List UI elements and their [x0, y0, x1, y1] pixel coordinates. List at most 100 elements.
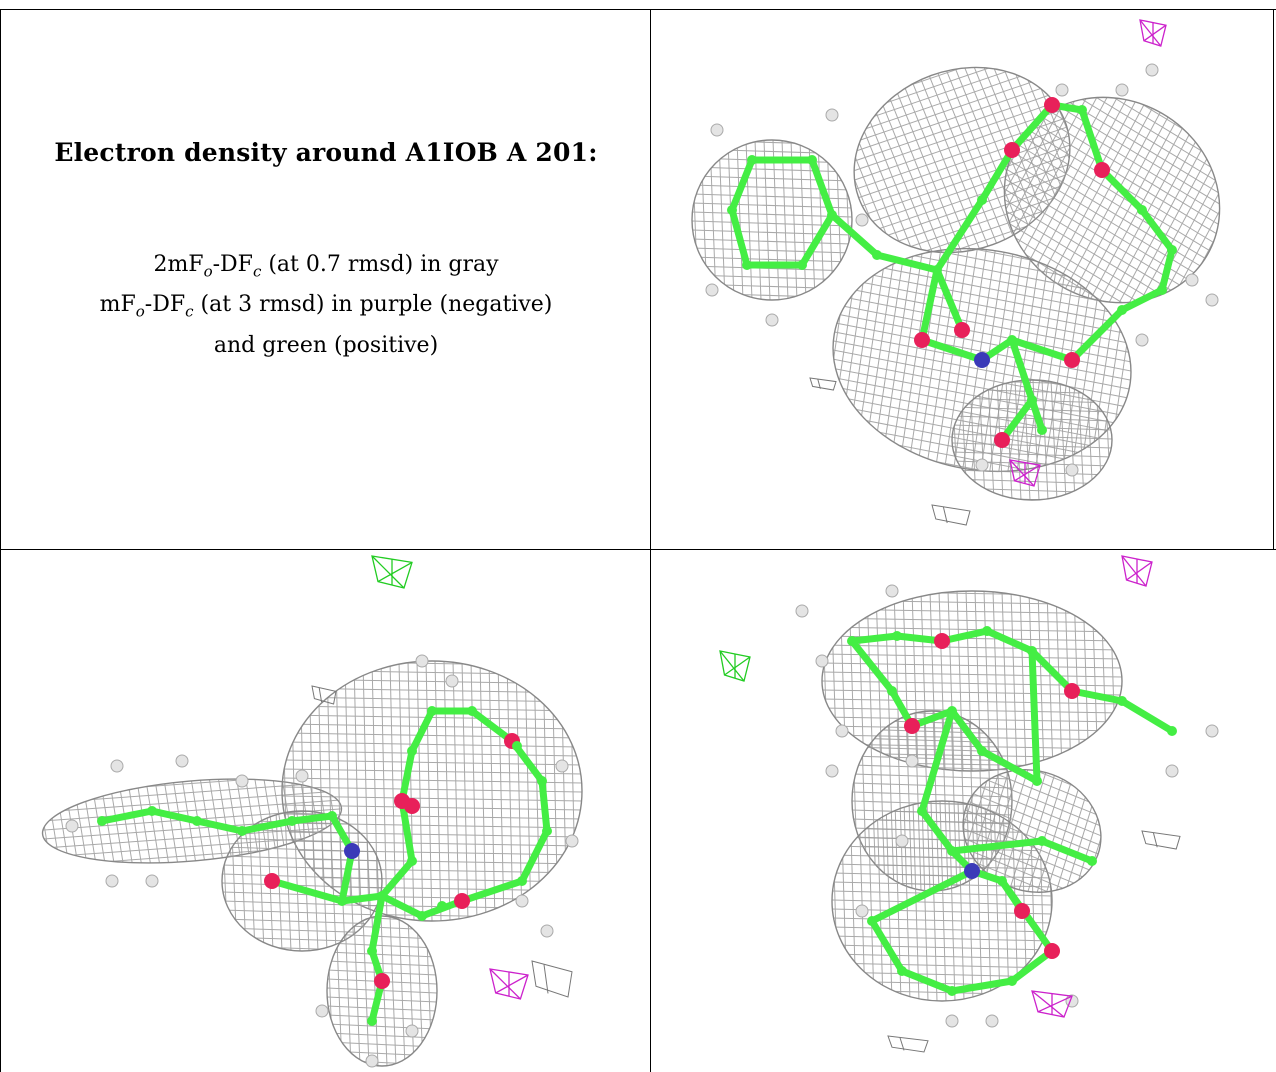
carbon-atom	[982, 626, 992, 636]
carbon-atom	[932, 265, 942, 275]
oxygen-atom	[904, 718, 920, 734]
density-mesh-blob	[326, 915, 438, 1067]
oxygen-atom	[454, 893, 470, 909]
oxygen-atom	[1094, 162, 1110, 178]
carbon-atom	[917, 806, 927, 816]
bond-network	[98, 707, 551, 1025]
carbon-atom	[537, 776, 547, 786]
hydrogen-atom	[315, 1004, 329, 1018]
view-top-right	[691, 19, 1256, 526]
caption-cell: Electron density around A1IOB A 201: 2mF…	[2, 10, 650, 546]
grid-top-border	[0, 9, 1276, 10]
hydrogen-atom	[1055, 83, 1069, 97]
carbon-atom	[867, 916, 877, 926]
oxygen-atom	[404, 798, 420, 814]
carbon-atom	[977, 746, 987, 756]
carbon-atom	[947, 706, 957, 716]
oxygen-atom	[1064, 352, 1080, 368]
carbon-atom	[1032, 776, 1042, 786]
hydrogen-atom	[445, 674, 459, 688]
caption-line-fo: mFo-DFc (at 3 rmsd) in purple (negative)	[99, 292, 553, 321]
nitrogen-atom	[974, 352, 990, 368]
carbon-atom	[377, 891, 387, 901]
carbon-atom	[872, 250, 882, 260]
carbon-atom	[1027, 646, 1037, 656]
hydrogen-atom	[405, 1024, 419, 1038]
carbon-atom	[727, 205, 737, 215]
hydrogen-atom	[235, 774, 249, 788]
hydrogen-atom	[1205, 724, 1219, 738]
hydrogen-atom	[65, 819, 79, 833]
hydrogen-atom	[555, 759, 569, 773]
hydrogen-atom	[515, 894, 529, 908]
oxygen-atom	[1064, 683, 1080, 699]
carbon-atom	[467, 706, 477, 716]
density-fragment	[1141, 830, 1181, 850]
hydrogen-atom	[365, 1054, 379, 1068]
hydrogen-atom	[905, 754, 919, 768]
oxygen-atom	[1004, 142, 1020, 158]
carbon-atom	[1007, 335, 1017, 345]
density-fragment	[931, 504, 971, 526]
carbon-atom	[747, 155, 757, 165]
hydrogen-atom	[110, 759, 124, 773]
hydrogen-atom	[855, 904, 869, 918]
hydrogen-atom	[815, 654, 829, 668]
carbon-atom	[892, 631, 902, 641]
grid-center-divider	[650, 9, 651, 1072]
carbon-atom	[947, 986, 957, 996]
hydrogen-atom	[795, 604, 809, 618]
negative-density-mesh	[1139, 19, 1167, 47]
carbon-atom	[807, 155, 817, 165]
view-bottom-right	[719, 555, 1219, 1053]
carbon-atom	[827, 210, 837, 220]
carbon-atom	[1117, 696, 1127, 706]
carbon-atom	[947, 846, 957, 856]
carbon-atom	[237, 826, 247, 836]
carbon-atom	[147, 806, 157, 816]
oxygen-atom	[1014, 903, 1030, 919]
carbon-atom	[192, 816, 202, 826]
positive-density-mesh	[719, 650, 751, 682]
caption-line-2fo: 2mFo-DFc (at 0.7 rmsd) in gray	[153, 252, 499, 281]
hydrogen-atom	[710, 123, 724, 137]
hydrogen-atom	[895, 834, 909, 848]
carbon-atom	[887, 686, 897, 696]
carbon-atom	[1037, 425, 1047, 435]
hydrogen-atom	[295, 769, 309, 783]
carbon-atom	[512, 741, 522, 751]
carbon-atom	[897, 966, 907, 976]
carbon-atom	[542, 826, 552, 836]
hydrogen-atom	[1065, 463, 1079, 477]
oxygen-atom	[1044, 943, 1060, 959]
density-fragment	[311, 685, 337, 705]
hydrogen-atom	[855, 213, 869, 227]
carbon-atom	[742, 260, 752, 270]
oxygen-atom	[914, 332, 930, 348]
nitrogen-atom	[344, 843, 360, 859]
carbon-atom	[417, 911, 427, 921]
carbon-atom	[1157, 285, 1167, 295]
carbon-atom	[997, 876, 1007, 886]
hydrogen-atom	[835, 724, 849, 738]
density-fragment	[887, 1035, 929, 1053]
carbon-atom	[1007, 976, 1017, 986]
caption-title: Electron density around A1IOB A 201:	[54, 138, 598, 167]
negative-density-mesh	[1009, 459, 1041, 487]
hydrogen-atom	[885, 584, 899, 598]
density-fragment	[531, 960, 573, 998]
hydrogen-atom	[1145, 63, 1159, 77]
caption-line-colors: and green (positive)	[213, 332, 439, 358]
grid-middle-divider	[0, 549, 1276, 550]
hydrogen-atom	[145, 874, 159, 888]
carbon-atom	[287, 816, 297, 826]
carbon-atom	[97, 816, 107, 826]
carbon-atom	[1167, 245, 1177, 255]
hydrogen-atom	[975, 458, 989, 472]
carbon-atom	[427, 706, 437, 716]
hydrogen-atom	[175, 754, 189, 768]
carbon-atom	[407, 746, 417, 756]
negative-density-mesh	[1121, 555, 1153, 587]
hydrogen-atom	[540, 924, 554, 938]
carbon-atom	[1027, 395, 1037, 405]
